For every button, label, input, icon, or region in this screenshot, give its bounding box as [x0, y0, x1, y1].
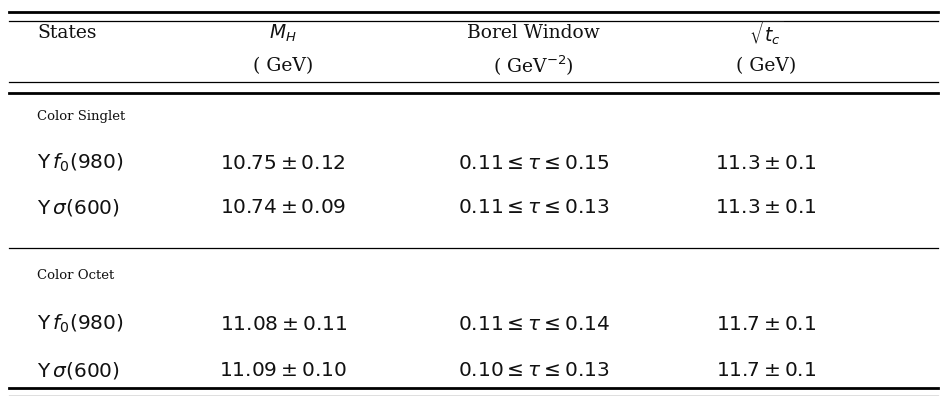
Text: $0.11 \leq \tau \leq 0.15$: $0.11 \leq \tau \leq 0.15$ [458, 154, 610, 173]
Text: Borel Window: Borel Window [468, 24, 600, 42]
Text: $\Upsilon\, f_0(980)$: $\Upsilon\, f_0(980)$ [37, 313, 124, 335]
Text: $0.10 \leq \tau \leq 0.13$: $0.10 \leq \tau \leq 0.13$ [458, 361, 610, 380]
Text: Color Singlet: Color Singlet [37, 110, 126, 123]
Text: ( GeV): ( GeV) [253, 57, 313, 75]
Text: $\Upsilon\, \sigma(600)$: $\Upsilon\, \sigma(600)$ [37, 197, 120, 218]
Text: $\Upsilon\, f_0(980)$: $\Upsilon\, f_0(980)$ [37, 152, 124, 174]
Text: ( GeV): ( GeV) [736, 57, 796, 75]
Text: $11.7 \pm 0.1$: $11.7 \pm 0.1$ [716, 361, 816, 380]
Text: ( GeV$^{-2}$): ( GeV$^{-2}$) [493, 54, 574, 78]
Text: $M_H$: $M_H$ [269, 23, 297, 44]
Text: $10.75 \pm 0.12$: $10.75 \pm 0.12$ [221, 154, 346, 173]
Text: $0.11 \leq \tau \leq 0.13$: $0.11 \leq \tau \leq 0.13$ [458, 198, 610, 217]
Text: Color Octet: Color Octet [37, 269, 115, 282]
Text: $11.09 \pm 0.10$: $11.09 \pm 0.10$ [220, 361, 348, 380]
Text: $11.3 \pm 0.1$: $11.3 \pm 0.1$ [715, 198, 816, 217]
Text: $11.3 \pm 0.1$: $11.3 \pm 0.1$ [715, 154, 816, 173]
Text: $11.7 \pm 0.1$: $11.7 \pm 0.1$ [716, 315, 816, 333]
Text: $\sqrt{t_c}$: $\sqrt{t_c}$ [748, 19, 783, 48]
Text: States: States [37, 24, 97, 42]
Text: $0.11 \leq \tau \leq 0.14$: $0.11 \leq \tau \leq 0.14$ [457, 315, 610, 333]
Text: $\Upsilon\, \sigma(600)$: $\Upsilon\, \sigma(600)$ [37, 360, 120, 381]
Text: $11.08 \pm 0.11$: $11.08 \pm 0.11$ [220, 315, 347, 333]
Text: $10.74 \pm 0.09$: $10.74 \pm 0.09$ [220, 198, 347, 217]
